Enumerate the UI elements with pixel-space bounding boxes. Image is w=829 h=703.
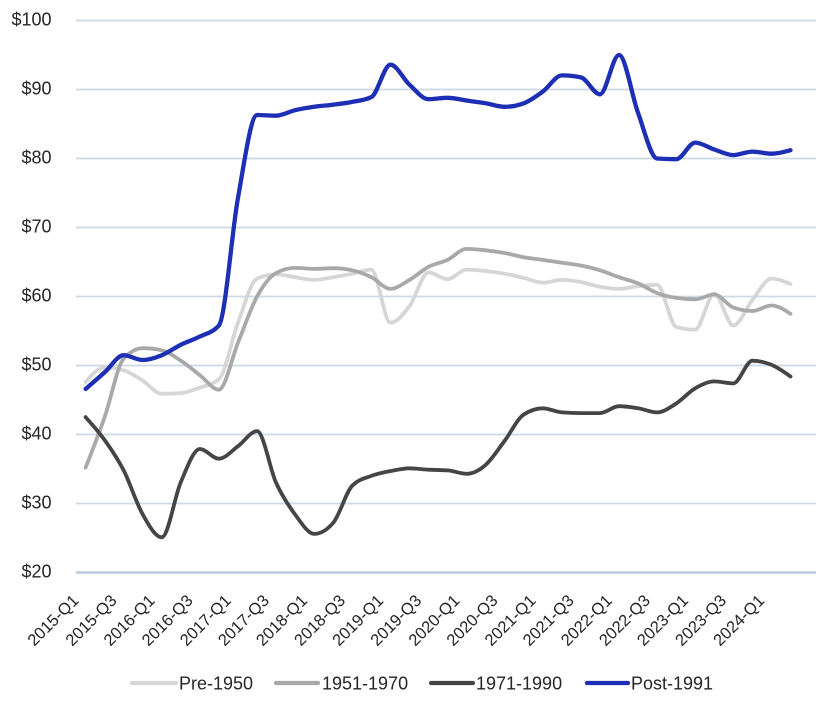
svg-text:Pre-1950: Pre-1950 — [179, 674, 253, 694]
svg-text:$30: $30 — [21, 492, 51, 512]
svg-text:1971-1990: 1971-1990 — [476, 674, 562, 694]
svg-text:$60: $60 — [21, 285, 51, 305]
svg-text:$80: $80 — [21, 147, 51, 167]
svg-text:$70: $70 — [21, 216, 51, 236]
svg-text:$100: $100 — [11, 9, 51, 29]
svg-text:$20: $20 — [21, 561, 51, 581]
svg-text:Post-1991: Post-1991 — [631, 674, 713, 694]
svg-text:$40: $40 — [21, 423, 51, 443]
svg-text:$90: $90 — [21, 78, 51, 98]
svg-text:1951-1970: 1951-1970 — [322, 674, 408, 694]
svg-text:$50: $50 — [21, 354, 51, 374]
